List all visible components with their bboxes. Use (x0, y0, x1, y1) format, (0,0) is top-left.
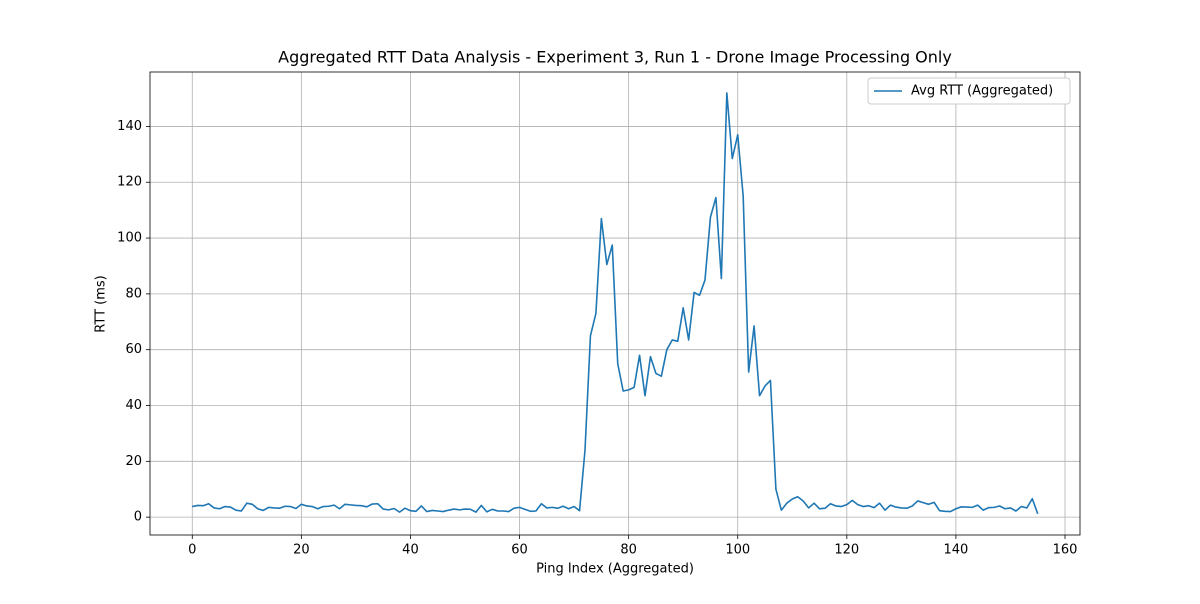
y-tick-label: 80 (125, 286, 142, 301)
chart-title: Aggregated RTT Data Analysis - Experimen… (278, 48, 952, 67)
x-tick-label: 160 (1053, 543, 1078, 558)
y-tick-label: 60 (125, 342, 142, 357)
y-tick-label: 120 (117, 175, 142, 190)
legend-box (867, 77, 1071, 105)
x-tick-label: 60 (511, 543, 528, 558)
x-tick-label: 0 (188, 543, 196, 558)
plot-area (192, 92, 1039, 515)
x-tick-label: 120 (834, 543, 859, 558)
y-tick-label: 0 (134, 510, 142, 525)
y-tick-label: 140 (117, 119, 142, 134)
x-axis-label: Ping Index (Aggregated) (536, 562, 694, 577)
data-line (192, 92, 1039, 515)
legend: Avg RTT (Aggregated) (867, 77, 1071, 105)
y-tick-label: 40 (125, 398, 142, 413)
x-tick-label: 20 (293, 543, 310, 558)
y-axis-label: RTT (ms) (94, 275, 109, 332)
legend-label: Avg RTT (Aggregated) (911, 84, 1053, 99)
x-tick-label: 40 (402, 543, 419, 558)
x-tick-label: 100 (725, 543, 750, 558)
y-tick-label: 20 (125, 454, 142, 469)
x-tick-label: 80 (620, 543, 637, 558)
axes-frame (149, 71, 1081, 536)
y-tick-label: 100 (117, 231, 142, 246)
x-tick-label: 140 (943, 543, 968, 558)
